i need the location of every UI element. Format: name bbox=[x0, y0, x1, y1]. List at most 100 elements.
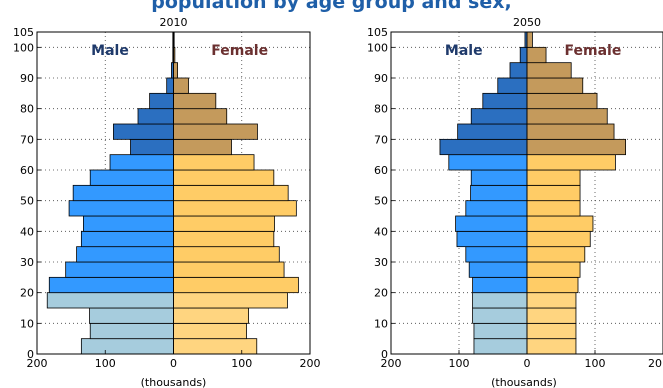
y-tick-label: 105 bbox=[367, 26, 388, 39]
bar-male-80-84 bbox=[149, 92, 174, 110]
bar-male-45-49 bbox=[68, 200, 174, 217]
pyramid-panel-2010: 0 10 20 30 40 50 60 70 80 90 100 105 200 100 0 100 200 20… bbox=[13, 16, 321, 388]
x-tick-label: 20 bbox=[648, 357, 662, 370]
y-tick-label: 20 bbox=[20, 287, 34, 300]
x-tick-label: 0 bbox=[524, 357, 531, 370]
y-tick-label: 70 bbox=[374, 133, 388, 146]
bar-male-0-4 bbox=[80, 338, 174, 355]
bar-female-15-19 bbox=[173, 292, 288, 309]
bar-male-0-4 bbox=[473, 338, 528, 355]
female-label: Female bbox=[565, 43, 622, 59]
y-tick-label: 60 bbox=[20, 164, 34, 177]
bar-male-45-49 bbox=[465, 200, 528, 217]
bar-female-75-79 bbox=[173, 108, 228, 125]
x-tick-label: 200 bbox=[27, 357, 48, 370]
bar-male-60-64 bbox=[109, 154, 174, 171]
bar-male-55-59 bbox=[89, 169, 174, 186]
y-tick-label: 10 bbox=[374, 317, 388, 330]
bar-female-40-44 bbox=[526, 215, 594, 232]
x-axis-label: (thousands) bbox=[141, 376, 207, 388]
x-tick-label: 200 bbox=[300, 357, 321, 370]
x-tick-label: 200 bbox=[381, 357, 402, 370]
bar-female-45-49 bbox=[173, 200, 297, 217]
bar-male-25-29 bbox=[65, 261, 174, 278]
bar-female-80-84 bbox=[526, 92, 598, 110]
bar-female-20-24 bbox=[173, 276, 299, 294]
pyramid-panel-2050: 0 10 20 30 40 50 60 70 80 90 100 105 200 100 0 100 20 205… bbox=[367, 16, 663, 388]
bar-female-55-59 bbox=[173, 169, 275, 186]
male-label: Male bbox=[91, 43, 129, 59]
y-tick-label: 80 bbox=[20, 103, 34, 116]
bar-male-10-14 bbox=[472, 307, 528, 324]
bar-female-95-99 bbox=[526, 46, 547, 64]
y-tick-label: 60 bbox=[374, 164, 388, 177]
bar-female-60-64 bbox=[526, 154, 616, 171]
bar-female-55-59 bbox=[526, 169, 581, 186]
bar-male-60-64 bbox=[448, 154, 528, 171]
bar-female-100+ bbox=[526, 31, 533, 48]
bar-male-5-9 bbox=[89, 322, 174, 340]
panel-title: 2050 bbox=[513, 16, 541, 29]
bar-female-15-19 bbox=[526, 292, 577, 309]
female-label: Female bbox=[211, 43, 268, 59]
bar-female-35-39 bbox=[173, 230, 275, 248]
bar-male-10-14 bbox=[89, 307, 174, 324]
y-tick-label: 40 bbox=[374, 225, 388, 238]
figure-title: population by age group and sex, bbox=[151, 0, 512, 13]
y-tick-label: 30 bbox=[20, 256, 34, 269]
bar-male-85-89 bbox=[166, 77, 174, 94]
bar-male-30-34 bbox=[465, 246, 528, 263]
bar-female-85-89 bbox=[173, 77, 189, 94]
y-tick-label: 50 bbox=[374, 195, 388, 208]
y-tick-label: 70 bbox=[20, 133, 34, 146]
y-tick-label: 0 bbox=[27, 348, 34, 361]
bar-female-70-74 bbox=[526, 123, 615, 140]
x-tick-label: 100 bbox=[585, 357, 606, 370]
bar-male-40-44 bbox=[455, 215, 528, 232]
bar-male-5-9 bbox=[473, 322, 528, 340]
bar-female-50-54 bbox=[173, 184, 289, 202]
bar-male-50-54 bbox=[470, 184, 528, 202]
bar-male-70-74 bbox=[457, 123, 528, 140]
bar-male-55-59 bbox=[470, 169, 528, 186]
x-tick-label: 0 bbox=[170, 357, 177, 370]
y-tick-label: 90 bbox=[20, 72, 34, 85]
y-tick-label: 30 bbox=[374, 256, 388, 269]
bar-female-75-79 bbox=[526, 108, 608, 125]
bar-male-65-69 bbox=[439, 138, 528, 156]
bar-male-65-69 bbox=[130, 138, 174, 156]
bar-male-35-39 bbox=[456, 230, 528, 248]
bar-male-40-44 bbox=[83, 215, 174, 232]
bar-female-20-24 bbox=[526, 276, 579, 294]
bar-male-95-99 bbox=[519, 46, 528, 64]
bar-male-70-74 bbox=[113, 123, 174, 140]
x-tick-label: 100 bbox=[231, 357, 252, 370]
bar-male-20-24 bbox=[472, 276, 528, 294]
bar-male-75-79 bbox=[470, 108, 528, 125]
y-tick-label: 100 bbox=[367, 41, 388, 54]
male-label: Male bbox=[445, 43, 483, 59]
x-tick-label: 100 bbox=[449, 357, 470, 370]
bar-female-30-34 bbox=[173, 246, 280, 263]
bar-male-30-34 bbox=[76, 246, 174, 263]
y-tick-label: 50 bbox=[20, 195, 34, 208]
bar-female-30-34 bbox=[526, 246, 586, 263]
bar-female-5-9 bbox=[173, 322, 247, 340]
bar-female-10-14 bbox=[526, 307, 577, 324]
bar-male-75-79 bbox=[137, 108, 174, 125]
bar-female-25-29 bbox=[173, 261, 285, 278]
bar-female-65-69 bbox=[173, 138, 232, 156]
y-tick-label: 20 bbox=[374, 287, 388, 300]
bar-female-0-4 bbox=[526, 338, 577, 355]
bar-male-20-24 bbox=[48, 276, 174, 294]
y-tick-label: 0 bbox=[381, 348, 388, 361]
y-tick-label: 90 bbox=[374, 72, 388, 85]
bar-male-80-84 bbox=[482, 92, 528, 110]
y-tick-label: 105 bbox=[13, 26, 34, 39]
bar-female-85-89 bbox=[526, 77, 584, 94]
bar-female-35-39 bbox=[526, 230, 591, 248]
bar-female-65-69 bbox=[526, 138, 626, 156]
bar-female-25-29 bbox=[526, 261, 581, 278]
bar-female-60-64 bbox=[173, 154, 255, 171]
